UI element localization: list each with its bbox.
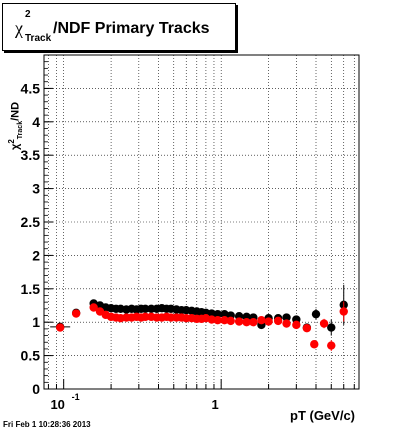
chart-title-box: χ 2 Track /NDF Primary Tracks [2,3,236,51]
y-tick-label: 0 [32,381,40,397]
data-point [311,309,321,319]
ylabel-chi: χ [9,143,22,150]
x-tick-label: 1 [212,397,219,412]
y-tick-label: 3 [32,181,40,197]
ylabel-sup: 2 [7,139,16,144]
y-tick-label: 4.5 [21,80,41,96]
data-point [226,316,235,326]
data-point [89,303,98,312]
ylabel-sub: Track [16,120,24,140]
y-tick-label: 2 [32,247,40,263]
y-tick-label: 2.5 [21,214,41,230]
x-tick-label: 10 [50,397,64,412]
data-point [292,320,301,330]
data-point [339,307,348,316]
data-point [264,317,273,326]
data-point [213,315,222,325]
data-point [141,304,150,314]
series-2 [55,301,348,351]
x-axis-label: pT (GeV/c) [290,408,356,423]
data-point [71,309,81,318]
x-tick-exponent: -1 [72,392,80,402]
data-point [327,323,336,332]
data-series [50,284,348,351]
data-point [282,319,291,328]
y-axis-label: χ2Track/ND [2,55,32,155]
data-point [249,318,258,327]
data-point [55,323,65,332]
data-point [273,316,283,326]
grid-lines [44,55,359,389]
y-tick-label: 1 [32,314,40,330]
y-tick-label: 3.5 [21,147,41,163]
data-point [220,315,229,325]
title-superscript: 2 [25,9,31,20]
ylabel-rest: /ND [9,101,22,121]
axis-ticks [44,54,355,390]
y-tick-label: 4 [32,114,40,130]
data-point [319,319,329,328]
data-point [242,318,251,327]
title-chi-symbol: χ [15,18,23,38]
title-subscript: Track [25,33,52,44]
y-tick-label: 1.5 [21,281,41,297]
data-point [282,313,291,322]
timestamp: Fri Feb 1 10:28:36 2013 [3,420,91,429]
data-point [302,324,312,333]
data-point [310,340,319,349]
data-point [141,312,150,322]
y-tick-label: 0.5 [21,348,41,364]
chart-title: /NDF Primary Tracks [53,20,210,37]
axis-tick-labels: 0 0.5 1 1.5 2 2.5 3 3.5 4 4.5 10 -1 1 [21,80,219,412]
data-point [213,309,222,319]
data-point [257,315,266,325]
data-point [234,317,244,326]
data-point [327,341,336,350]
